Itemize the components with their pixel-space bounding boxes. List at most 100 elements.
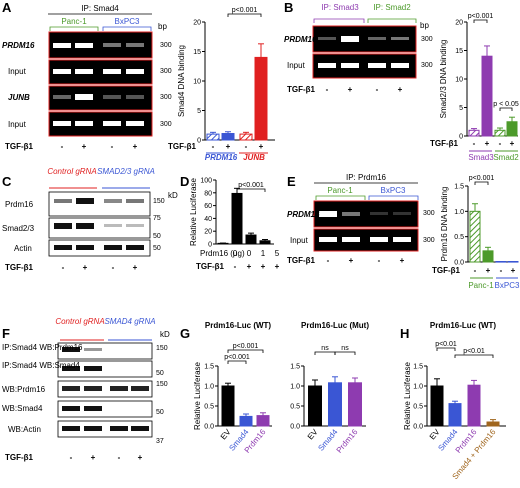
category-label: EV: [219, 427, 233, 441]
significance-bracket: [499, 107, 513, 111]
treatment-sign: -: [474, 266, 477, 275]
y-axis-label: Relative Luciferase: [193, 361, 202, 430]
bar: [231, 192, 243, 245]
panel-letter-b: B: [284, 0, 293, 15]
treatment-sign: +: [275, 262, 280, 271]
y-tick-label: 0.0: [454, 260, 464, 267]
kd-marker: 75: [153, 215, 161, 222]
y-axis-label: Smad4 DNA binding: [177, 45, 186, 117]
blot-ip-smad4: [57, 360, 153, 378]
y-tick-label: 1.5: [204, 364, 214, 371]
chart-title: Prdm16-Luc (Mut): [301, 321, 369, 330]
gel-row-label: Input: [8, 67, 27, 76]
panel-e: E IP: Prdm16 Panc-1 BxPC3 PRDM16 300 Inp…: [287, 173, 520, 290]
panel-b: B IP: Smad3 IP: Smad2 bp PRDM16 300 Inpu…: [284, 0, 519, 162]
bp-unit: bp: [420, 21, 429, 30]
dose-value: 5: [275, 249, 280, 258]
gel-row-label: PRDM16: [284, 35, 317, 44]
bar: [506, 121, 518, 137]
bp-marker: 300: [423, 237, 435, 244]
treatment-sign: +: [400, 256, 405, 265]
dose-value: 1: [261, 249, 266, 258]
group-label: PRDM16: [205, 153, 238, 162]
bp-marker: 300: [160, 42, 172, 49]
cell-line-bxpc3: BxPC3: [381, 186, 406, 195]
dose-value: 0: [233, 249, 238, 258]
group-label: Panc-1: [468, 281, 494, 290]
panel-letter-f: F: [2, 326, 10, 341]
bar: [256, 415, 270, 427]
panel-g: G Prdm16-Luc (WT) Prdm16-Luc (Mut) 0.00.…: [180, 321, 369, 455]
significance-bracket: [334, 351, 356, 355]
treatment-sign: +: [133, 263, 138, 272]
gel-row-label: JUNB: [8, 93, 30, 102]
treatment-sign: -: [111, 142, 114, 151]
blot-prdm16: [57, 380, 153, 398]
blot-row-label: WB:Prdm16: [2, 385, 46, 394]
blot-row-label: IP:Smad4 WB:Prdm16: [2, 343, 83, 352]
bar: [430, 385, 444, 427]
treatment-sign: -: [500, 266, 503, 275]
bar: [254, 56, 268, 141]
treatment-sign: -: [234, 262, 237, 271]
group-label: Smad3: [468, 153, 494, 162]
y-tick-label: 60: [204, 203, 212, 210]
y-tick-label: 0.0: [290, 424, 300, 431]
blot-row-label: Actin: [14, 244, 32, 253]
y-tick-label: 0: [197, 138, 201, 145]
panel-letter-c: C: [2, 174, 12, 189]
significance-label: ns: [341, 345, 349, 352]
kd-marker: 150: [156, 345, 168, 352]
gel-row-label: PRDM16: [2, 41, 35, 50]
treatment-sign: +: [226, 142, 231, 151]
treatment-label: TGF-β1: [5, 453, 34, 462]
gel-input: [313, 228, 419, 252]
group-label: JUNB: [243, 153, 265, 162]
significance-label: p<0.001: [232, 7, 258, 14]
kd-unit: kD: [160, 330, 170, 339]
bracket-panc1: [315, 195, 366, 200]
bp-marker: 300: [160, 94, 172, 101]
bar: [221, 133, 235, 141]
bar: [467, 384, 481, 427]
y-tick-label: 1.5: [413, 364, 423, 371]
kd-marker: 37: [156, 438, 164, 445]
treatment-sign: -: [376, 85, 379, 94]
y-tick-label: 0: [459, 134, 463, 141]
treatment-sign: -: [118, 453, 121, 462]
treatment-label: TGF-β1: [196, 262, 225, 271]
y-axis-label: Prdm16 DNA binding: [440, 187, 449, 262]
bar: [448, 403, 462, 427]
gel-row-label: Input: [287, 61, 306, 70]
y-tick-label: 1.0: [204, 384, 214, 391]
bar: [469, 210, 481, 263]
significance-bracket: [314, 351, 336, 355]
panel-letter-g: G: [180, 326, 190, 341]
kd-marker: 50: [156, 370, 164, 377]
y-tick-label: 0.5: [454, 234, 464, 241]
y-tick-label: 0.0: [204, 424, 214, 431]
condition-control: Control gRNA: [47, 167, 96, 176]
treatment-label: TGF-β1: [5, 263, 34, 272]
gel-row-label: Input: [290, 236, 309, 245]
cell-line-panc1: Panc-1: [327, 186, 353, 195]
y-tick-label: 10: [193, 79, 201, 86]
blot-prdm16: [48, 191, 151, 217]
y-axis-label: Smad2/3 DNA binding: [439, 40, 448, 119]
treatment-label: TGF-β1: [432, 266, 461, 275]
dose-label: Prdm16 (μg): [200, 249, 245, 258]
treatment-sign: -: [327, 256, 330, 265]
cell-line-panc1: Panc-1: [61, 17, 87, 26]
treatment-sign: -: [245, 142, 248, 151]
bar: [482, 250, 494, 263]
bar: [239, 415, 253, 427]
treatment-sign: +: [261, 262, 266, 271]
bar: [221, 385, 235, 427]
significance-label: ns: [321, 345, 329, 352]
panel-letter-d: D: [180, 174, 189, 189]
